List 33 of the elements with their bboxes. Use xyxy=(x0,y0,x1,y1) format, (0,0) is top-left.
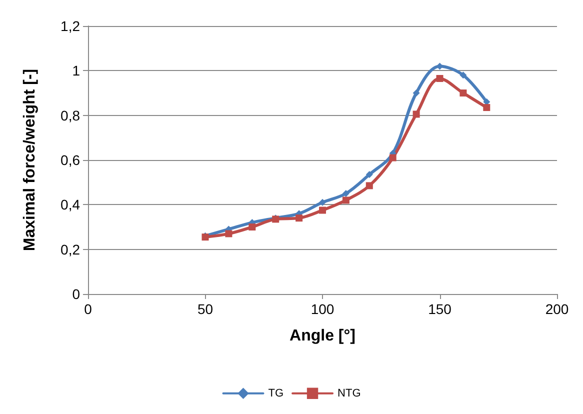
point xyxy=(389,154,396,162)
point xyxy=(342,190,350,197)
point xyxy=(460,72,467,79)
y-tick-label: 0,6 xyxy=(60,152,80,168)
point xyxy=(460,90,467,96)
point xyxy=(342,196,350,204)
point xyxy=(412,110,420,118)
legend-label: NTG xyxy=(338,387,361,400)
point xyxy=(483,104,490,112)
y-tick-label: 0 xyxy=(72,286,80,302)
point xyxy=(436,74,444,82)
y-axis-title: Maximal force/weight [-] xyxy=(22,68,38,252)
point xyxy=(319,206,326,214)
point xyxy=(248,224,256,230)
x-tick-label: 150 xyxy=(428,301,452,317)
point xyxy=(412,90,420,96)
point xyxy=(225,230,232,238)
x-axis-title: Angle [°] xyxy=(290,328,356,344)
x-tick-label: 200 xyxy=(545,301,569,317)
x-tick-label: 100 xyxy=(310,301,334,317)
point xyxy=(483,98,490,106)
y-tick-label: 1 xyxy=(72,62,80,79)
y-tick-label: 0,8 xyxy=(60,107,80,124)
point xyxy=(319,198,326,206)
x-tick-label: 50 xyxy=(197,301,214,317)
legend-label: TG xyxy=(268,387,284,400)
y-tick-label: 0,2 xyxy=(60,241,80,258)
y-tick-label: 1,2 xyxy=(60,18,80,34)
point xyxy=(296,214,303,222)
point xyxy=(366,171,373,178)
y-tick-label: 0,4 xyxy=(60,196,80,213)
point xyxy=(366,182,373,190)
x-tick-label: 0 xyxy=(84,301,92,317)
